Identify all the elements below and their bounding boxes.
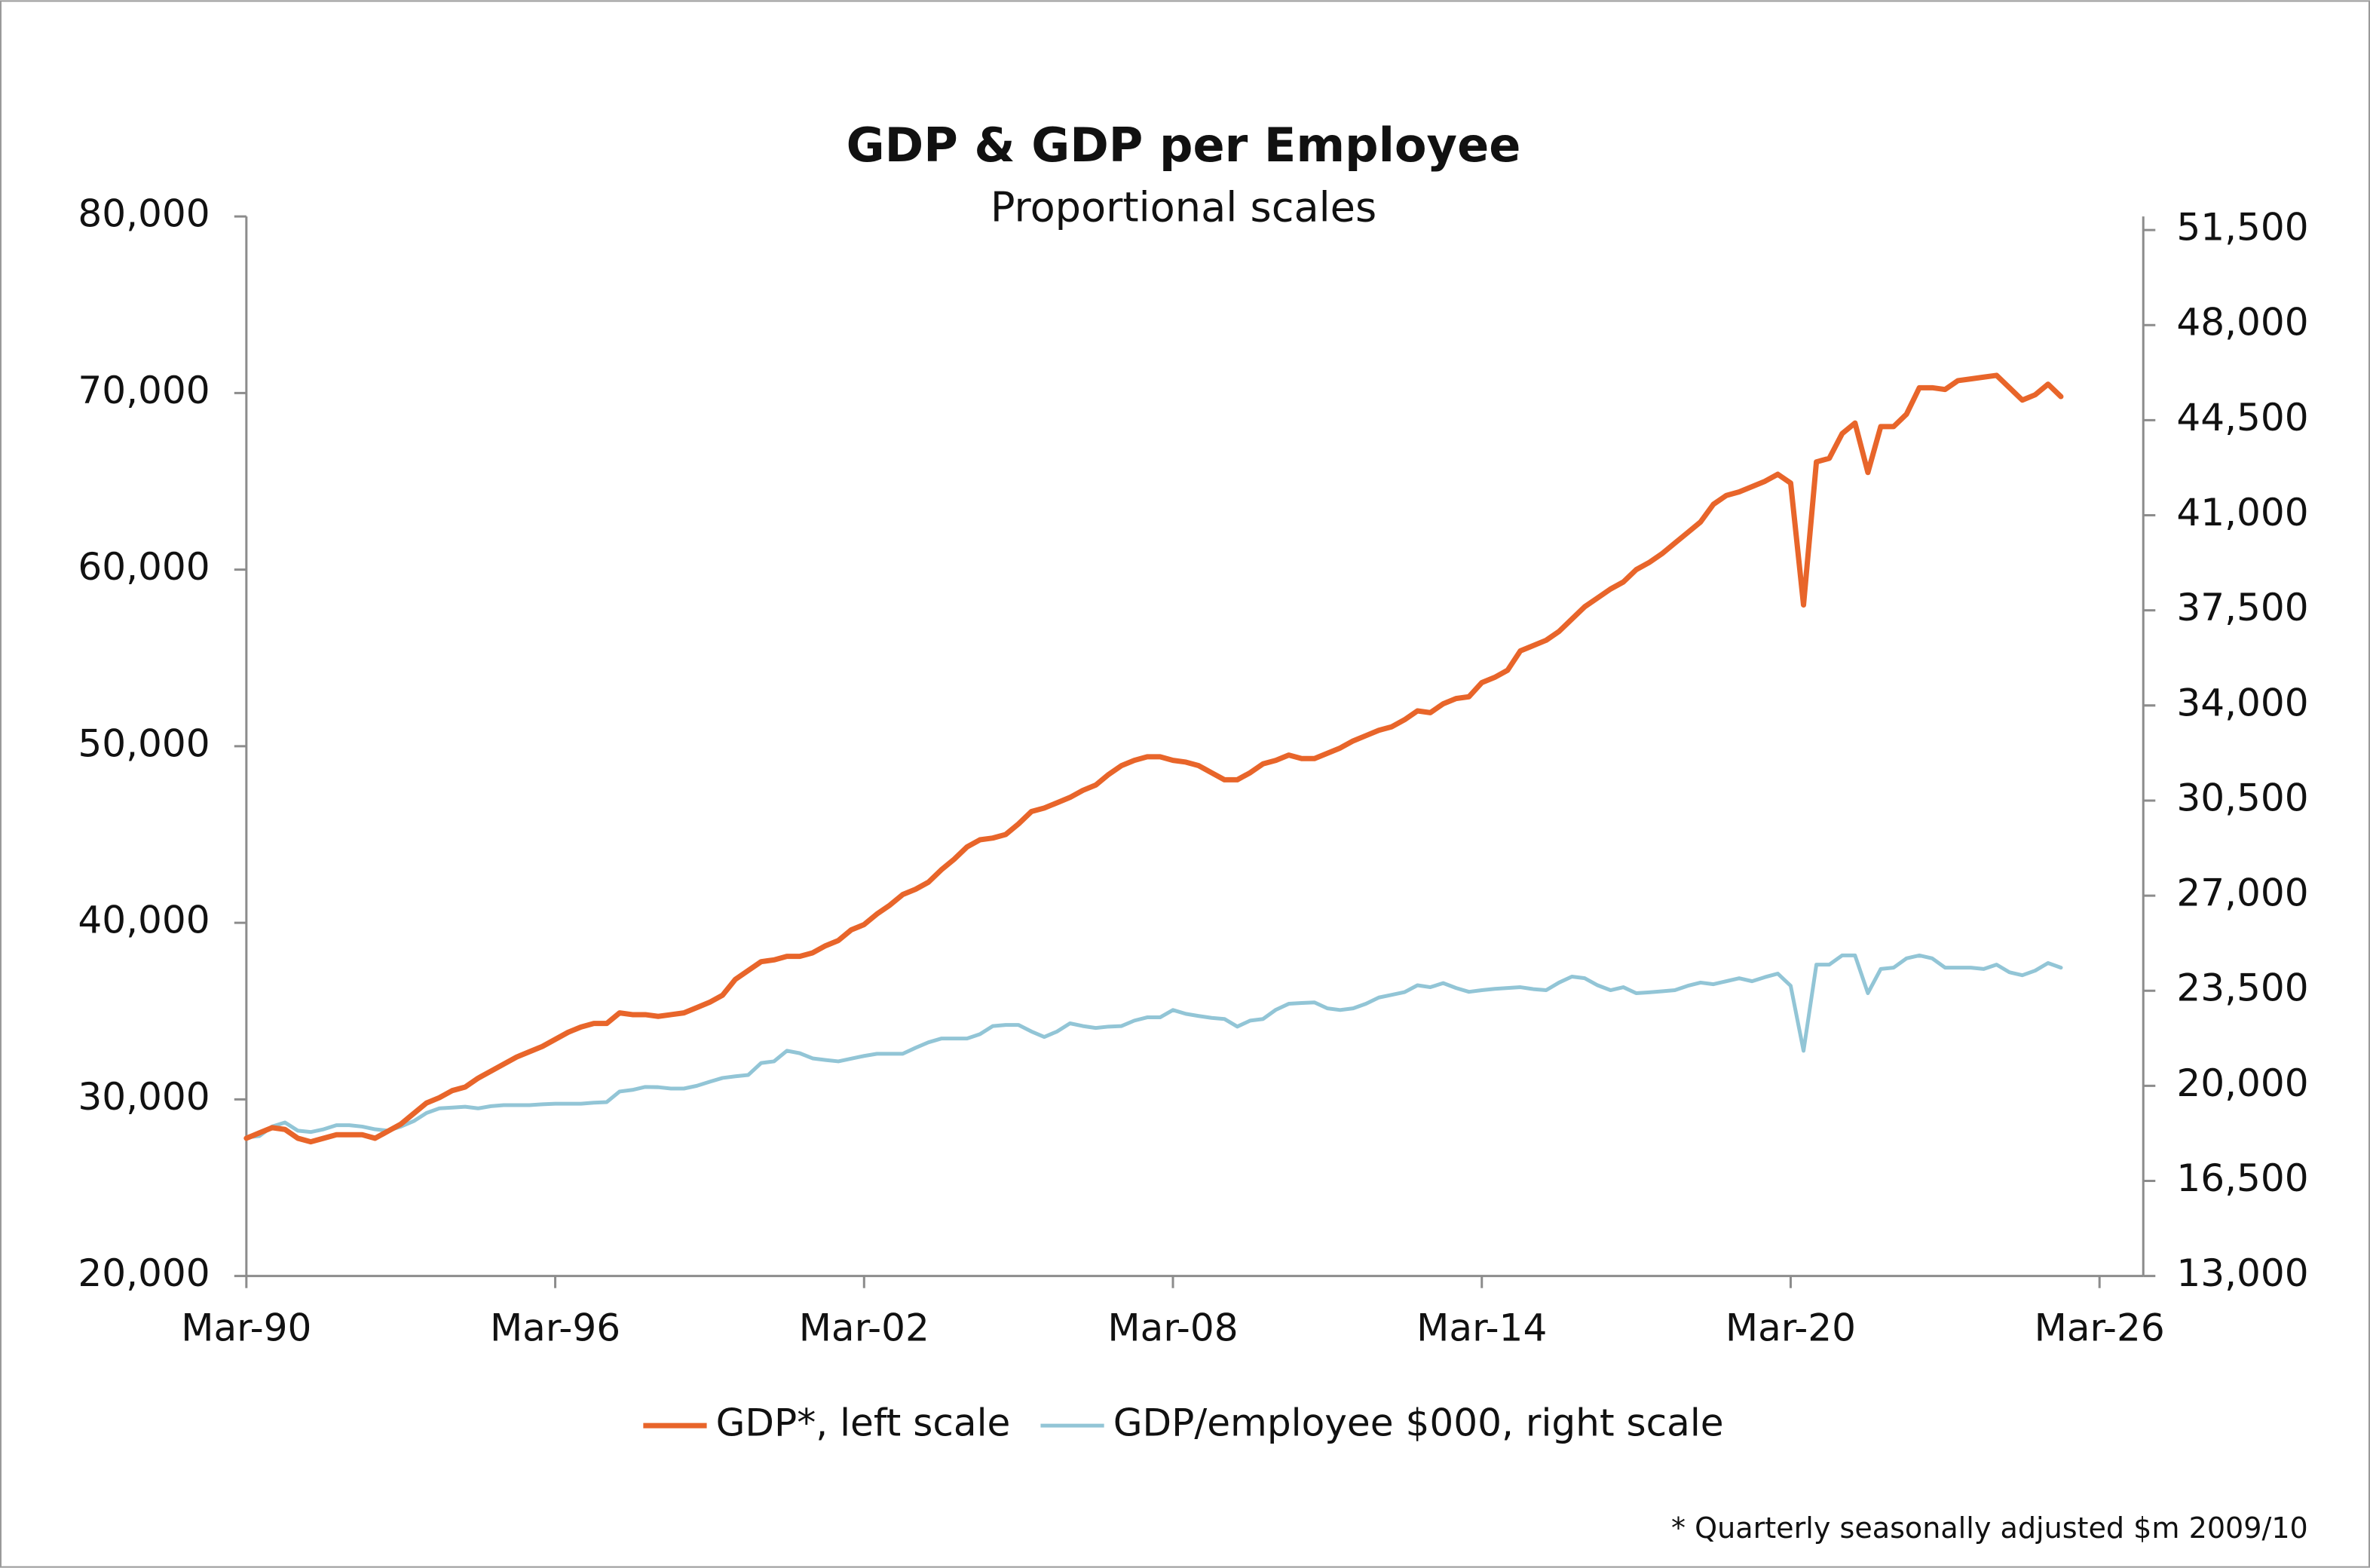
y-tick-label: 60,000 [78, 544, 210, 589]
y-tick-label: 50,000 [78, 721, 210, 765]
y2-tick-label: 30,500 [2176, 775, 2308, 819]
footnote: * Quarterly seasonally adjusted $m 2009/… [1671, 1511, 2308, 1545]
y2-tick-label: 44,500 [2176, 395, 2308, 439]
x-tick-label: Mar-26 [2035, 1305, 2165, 1349]
y2-tick-label: 48,000 [2176, 300, 2308, 345]
x-tick-label: Mar-96 [490, 1305, 620, 1349]
series-line [244, 953, 2063, 1140]
y-tick-label: 70,000 [78, 368, 210, 412]
series-line [243, 372, 2064, 1145]
y2-tick-label: 23,500 [2176, 966, 2308, 1010]
chart-subtitle: Proportional scales [991, 184, 1376, 231]
y-tick-label: 80,000 [78, 191, 210, 236]
y2-tick-label: 51,500 [2176, 205, 2308, 250]
x-tick-label: Mar-14 [1416, 1305, 1547, 1349]
y-tick-label: 40,000 [78, 898, 210, 942]
y2-tick-label: 13,000 [2176, 1251, 2308, 1295]
y-tick-label: 20,000 [78, 1251, 210, 1295]
y-tick-label: 30,000 [78, 1074, 210, 1119]
x-tick-label: Mar-20 [1725, 1305, 1856, 1349]
chart-title: GDP & GDP per Employee [847, 118, 1521, 173]
x-tick-label: Mar-08 [1107, 1305, 1238, 1349]
y2-tick-label: 34,000 [2176, 680, 2308, 724]
x-tick-label: Mar-02 [799, 1305, 929, 1349]
legend-label: GDP/employee $000, right scale [1113, 1401, 1724, 1445]
legend-label: GDP*, left scale [716, 1401, 1011, 1445]
y2-tick-label: 20,000 [2176, 1061, 2308, 1105]
y2-tick-label: 37,500 [2176, 585, 2308, 629]
x-tick-label: Mar-90 [181, 1305, 311, 1349]
y2-tick-label: 41,000 [2176, 490, 2308, 534]
y2-tick-label: 16,500 [2176, 1156, 2308, 1200]
y2-tick-label: 27,000 [2176, 871, 2308, 915]
